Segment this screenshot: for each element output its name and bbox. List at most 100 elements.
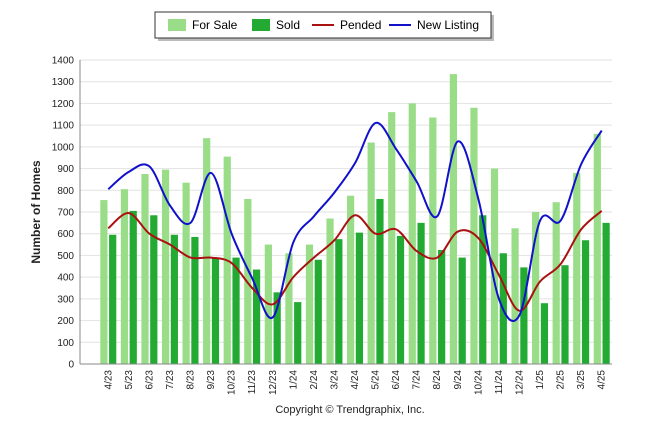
bar-for-sale <box>203 138 211 364</box>
y-tick-label: 600 <box>57 229 74 240</box>
x-tick-label: 9/23 <box>206 370 217 390</box>
y-tick-label: 700 <box>57 208 74 219</box>
bar-sold <box>273 292 281 364</box>
bar-sold <box>396 235 405 364</box>
x-tick-label: 7/23 <box>165 370 176 390</box>
y-tick-label: 800 <box>57 186 74 197</box>
bar-sold <box>602 222 610 364</box>
x-tick-label: 12/24 <box>514 370 525 395</box>
bar-sold <box>458 257 466 364</box>
bar-sold <box>129 210 137 364</box>
x-tick-label: 10/23 <box>227 370 238 395</box>
x-tick-label: 6/24 <box>391 370 402 390</box>
bar-sold <box>232 257 240 364</box>
bar-sold <box>417 222 425 364</box>
bar-sold <box>170 234 178 364</box>
legend-label-new-listing: New Listing <box>417 18 479 32</box>
y-tick-label: 0 <box>68 360 74 371</box>
bar-sold <box>520 267 528 364</box>
x-tick-label: 5/24 <box>371 370 382 390</box>
bar-for-sale <box>100 200 108 364</box>
bar-for-sale <box>449 74 457 365</box>
axes <box>79 60 612 365</box>
bar-sold <box>561 265 569 364</box>
bar-sold <box>438 250 446 364</box>
y-tick-label: 400 <box>57 273 74 284</box>
x-tick-label: 2/25 <box>556 370 567 390</box>
bar-sold <box>355 232 363 364</box>
y-axis-title: Number of Homes <box>29 160 43 264</box>
legend: For Sale Sold Pended New Listing <box>154 11 494 41</box>
x-tick-label: 2/24 <box>309 370 320 390</box>
line-new-listing <box>107 121 603 322</box>
y-tick-label: 200 <box>57 316 74 327</box>
bar-sold <box>581 240 590 364</box>
x-tick-label: 8/24 <box>432 370 443 390</box>
x-tick-label: 3/24 <box>329 370 340 390</box>
legend-label-pended: Pended <box>340 18 381 32</box>
bar-sold <box>253 269 261 364</box>
bar-sold <box>335 239 343 364</box>
bar-for-sale <box>285 253 293 364</box>
y-tick-label: 100 <box>57 338 74 349</box>
bar-for-sale <box>573 172 581 364</box>
x-tick-label: 11/23 <box>247 370 258 395</box>
y-tick-label: 1200 <box>52 99 75 110</box>
x-tick-label: 1/24 <box>288 370 299 390</box>
copyright-footer: Copyright © Trendgraphix, Inc. <box>275 404 424 416</box>
bar-sold <box>294 302 302 364</box>
bar-for-sale <box>305 244 314 364</box>
bar-for-sale <box>120 189 129 364</box>
bar-for-sale <box>511 228 519 364</box>
bar-for-sale <box>161 169 170 364</box>
bar-sold <box>314 259 322 364</box>
x-tick-label: 4/25 <box>597 370 608 390</box>
bar-for-sale <box>388 112 396 364</box>
x-tick-label: 1/25 <box>535 370 546 390</box>
y-tick-label: 1300 <box>52 77 75 88</box>
y-tick-label: 1000 <box>52 142 75 153</box>
y-tick-label: 300 <box>57 294 74 305</box>
line-pended <box>107 210 603 312</box>
x-tick-label: 7/24 <box>412 370 423 390</box>
x-tick-label: 8/23 <box>186 370 197 390</box>
bar-sold <box>540 303 549 364</box>
bar-sold <box>479 215 487 364</box>
y-tick-label: 500 <box>57 251 74 262</box>
bar-for-sale <box>182 182 190 364</box>
x-tick-labels: 4/23 5/23 6/23 7/23 8/23 9/23 10/23 11/23 12/23 1… <box>103 370 607 395</box>
bar-for-sale <box>367 142 375 364</box>
legend-swatch-sold <box>252 19 270 31</box>
lines <box>107 121 603 322</box>
bar-for-sale <box>326 218 334 364</box>
bar-sold <box>150 215 158 364</box>
y-tick-label: 1100 <box>52 121 74 132</box>
bar-sold <box>376 198 384 364</box>
bar-for-sale <box>552 202 560 364</box>
bar-sold <box>191 236 199 364</box>
bar-for-sale <box>429 117 437 364</box>
bar-sold <box>109 234 117 364</box>
x-tick-label: 9/24 <box>453 370 464 390</box>
x-tick-label: 6/23 <box>144 370 155 390</box>
bar-for-sale <box>408 103 416 365</box>
legend-swatch-for-sale <box>168 19 186 31</box>
y-tick-label: 900 <box>57 164 74 175</box>
bar-for-sale <box>470 107 478 365</box>
legend-label-sold: Sold <box>276 18 300 32</box>
y-tick-label: 1400 <box>52 56 75 67</box>
x-tick-label: 5/23 <box>124 370 135 390</box>
bar-for-sale <box>347 195 355 364</box>
bar-for-sale <box>593 133 601 364</box>
x-tick-label: 12/23 <box>268 370 279 395</box>
bar-sold <box>211 257 220 364</box>
legend-label-for-sale: For Sale <box>192 18 238 32</box>
bar-for-sale <box>141 174 149 364</box>
y-tick-labels: 0 100 200 300 400 500 600 700 800 900 1000 1100 1200… <box>52 56 75 371</box>
x-tick-label: 11/24 <box>494 370 505 395</box>
x-tick-label: 3/25 <box>576 370 587 390</box>
x-tick-label: 10/24 <box>473 370 484 395</box>
x-tick-label: 4/23 <box>103 370 114 390</box>
x-tick-label: 4/24 <box>350 370 361 390</box>
